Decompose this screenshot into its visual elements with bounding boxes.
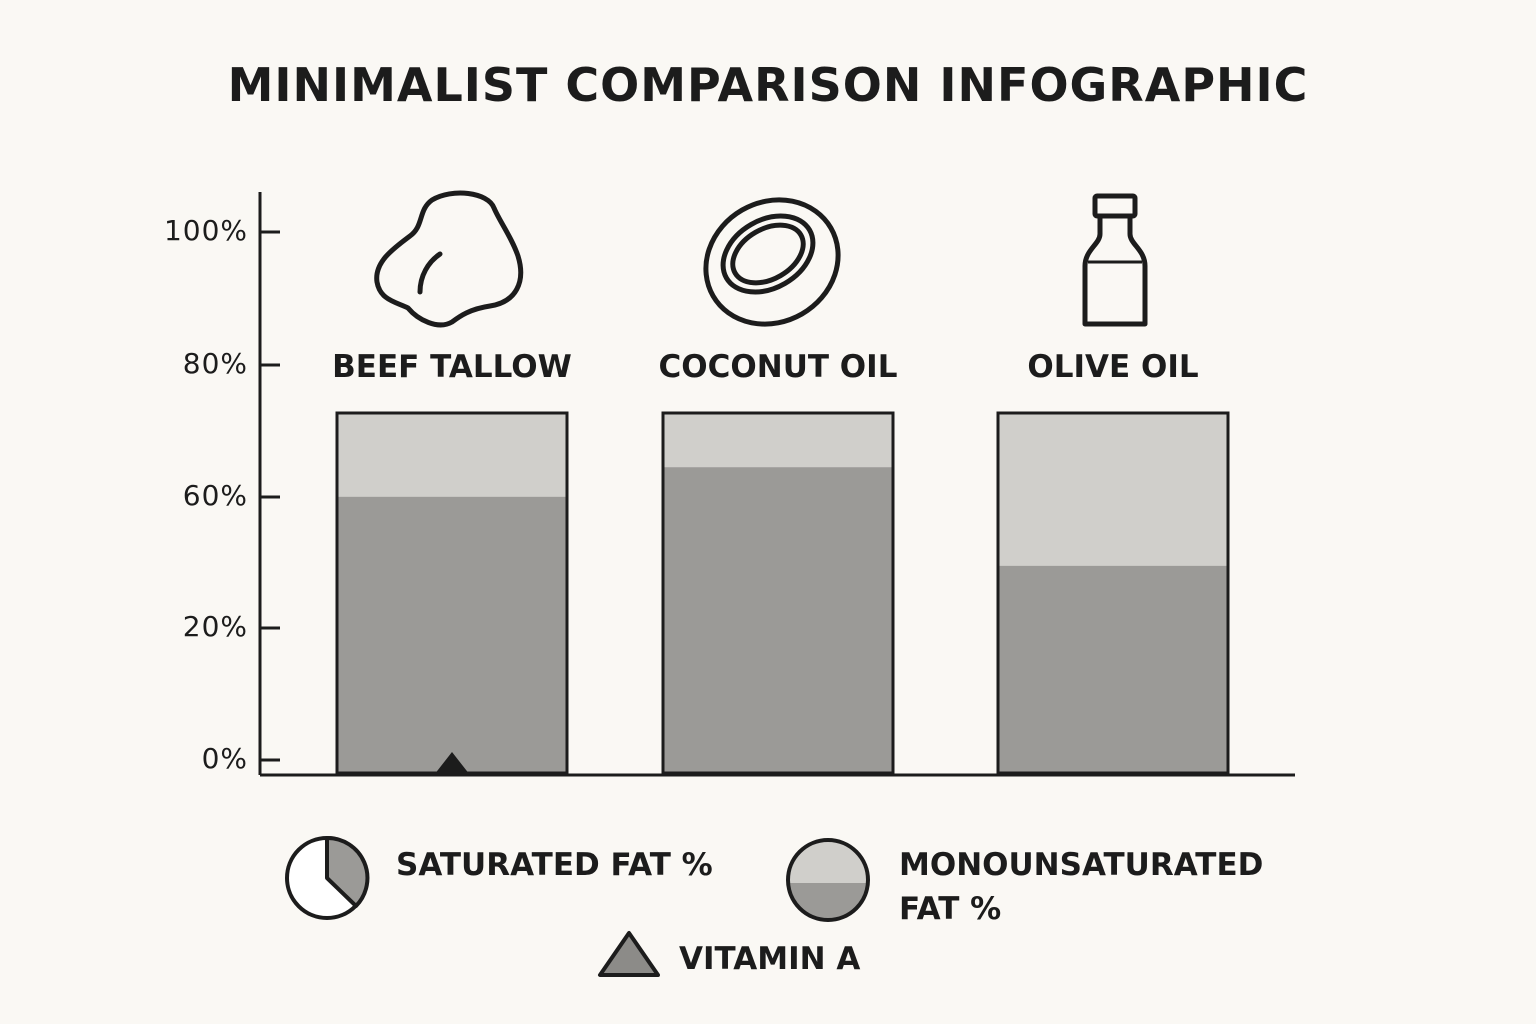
bar-saturated [337,496,567,773]
legend-vitamin-a-label: VITAMIN A [679,941,861,977]
bar-saturated [663,467,893,773]
saturated-legend-icon [285,835,370,920]
category-label: BEEF TALLOW [332,349,572,385]
bar-outline [996,411,1230,775]
vitamin-a-legend-icon [598,931,660,977]
y-tick-label: 20% [182,610,248,643]
tallow-icon [374,190,524,328]
monounsaturated-legend-icon [786,838,870,922]
category-label: OLIVE OIL [1027,349,1199,385]
y-tick-label: 0% [201,742,248,775]
vitamin-a-marker [434,752,470,775]
legend-mono-label-line2: FAT % [899,891,1002,927]
y-tick-label: 100% [163,214,248,247]
bottle-icon [1082,193,1148,327]
y-tick-label: 60% [182,479,248,512]
legend-saturated-label: SATURATED FAT % [396,847,713,883]
bar-outline [661,411,895,775]
coconut-icon [703,197,841,327]
bar-saturated [998,565,1228,773]
legend-mono-label-line1: MONOUNSATURATED [899,847,1264,883]
chart-title: MINIMALIST COMPARISON INFOGRAPHIC [227,58,1309,112]
y-tick-label: 80% [182,347,248,380]
category-label: COCONUT OIL [658,349,898,385]
